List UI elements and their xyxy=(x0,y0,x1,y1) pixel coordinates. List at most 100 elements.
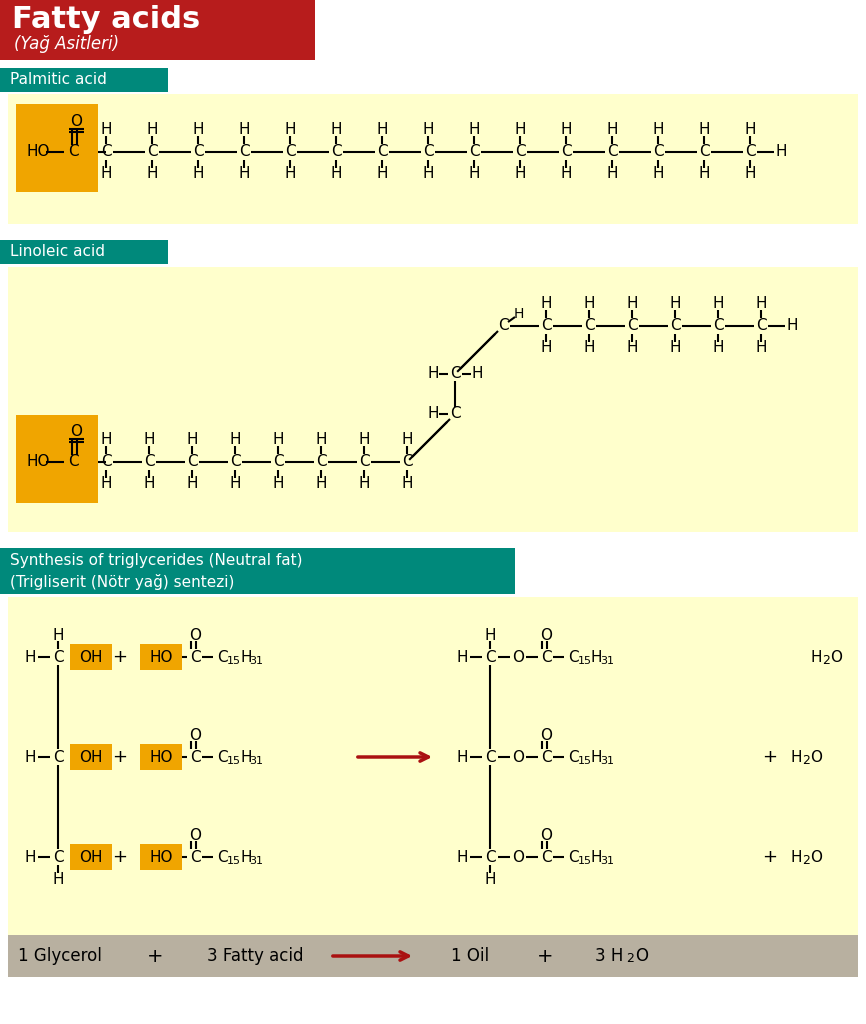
Text: C: C xyxy=(239,144,249,160)
Text: O: O xyxy=(540,628,552,642)
Text: H: H xyxy=(238,123,249,137)
Text: H: H xyxy=(560,123,572,137)
Text: C: C xyxy=(485,750,495,765)
Text: 2: 2 xyxy=(626,952,634,966)
Text: H: H xyxy=(315,476,326,492)
Text: C: C xyxy=(359,455,369,469)
Text: C: C xyxy=(190,750,200,765)
Text: C: C xyxy=(53,649,63,665)
Text: +: + xyxy=(762,748,778,766)
Text: H: H xyxy=(712,297,724,311)
Text: Synthesis of triglycerides (Neutral fat): Synthesis of triglycerides (Neutral fat) xyxy=(10,554,302,568)
Text: 15: 15 xyxy=(227,756,241,766)
Text: H: H xyxy=(229,432,241,447)
Text: H: H xyxy=(514,123,526,137)
Bar xyxy=(140,644,182,670)
Text: H: H xyxy=(240,850,251,864)
Text: +: + xyxy=(113,648,127,666)
Text: H: H xyxy=(591,649,603,665)
Text: H: H xyxy=(192,167,204,181)
Text: H: H xyxy=(423,123,434,137)
Text: C: C xyxy=(144,455,154,469)
Text: H: H xyxy=(469,167,480,181)
Bar xyxy=(70,744,112,770)
Text: O: O xyxy=(70,115,82,129)
Text: C: C xyxy=(713,318,723,334)
Text: H: H xyxy=(272,432,284,447)
Text: 31: 31 xyxy=(600,756,614,766)
Text: H: H xyxy=(591,850,603,864)
Text: H: H xyxy=(652,167,663,181)
Bar xyxy=(16,104,98,193)
Text: H: H xyxy=(606,123,617,137)
Text: H: H xyxy=(401,432,413,447)
Text: C: C xyxy=(568,750,578,765)
Text: 31: 31 xyxy=(249,856,263,866)
Text: C: C xyxy=(53,750,63,765)
Text: 31: 31 xyxy=(249,756,263,766)
Text: H: H xyxy=(484,628,495,642)
Text: H: H xyxy=(100,167,112,181)
Text: 3 Fatty acid: 3 Fatty acid xyxy=(207,947,303,965)
Text: C: C xyxy=(607,144,617,160)
Text: 31: 31 xyxy=(600,856,614,866)
Text: H: H xyxy=(514,167,526,181)
Text: C: C xyxy=(469,144,479,160)
Text: H: H xyxy=(712,341,724,355)
Text: C: C xyxy=(485,649,495,665)
Text: +: + xyxy=(113,748,127,766)
Text: H: H xyxy=(456,649,468,665)
Text: H: H xyxy=(330,167,342,181)
Text: H: H xyxy=(560,167,572,181)
Text: 1 Glycerol: 1 Glycerol xyxy=(18,947,102,965)
Text: H: H xyxy=(469,123,480,137)
Bar xyxy=(8,935,858,977)
Text: 15: 15 xyxy=(578,656,592,666)
Text: +: + xyxy=(146,946,164,966)
Text: O: O xyxy=(189,727,201,742)
Text: Fatty acids: Fatty acids xyxy=(12,5,200,35)
Text: C: C xyxy=(449,367,461,382)
Text: H: H xyxy=(744,167,756,181)
Text: H: H xyxy=(427,367,439,382)
Bar xyxy=(8,597,858,935)
Text: O: O xyxy=(189,628,201,642)
Text: H: H xyxy=(330,123,342,137)
Text: O: O xyxy=(540,827,552,843)
Text: C: C xyxy=(514,144,526,160)
Text: C: C xyxy=(423,144,433,160)
Text: H: H xyxy=(240,649,251,665)
Bar xyxy=(16,415,98,503)
Text: C: C xyxy=(68,455,78,469)
Text: C: C xyxy=(540,318,552,334)
Text: C: C xyxy=(568,850,578,864)
Text: H: H xyxy=(626,297,637,311)
Text: 15: 15 xyxy=(227,656,241,666)
Text: C: C xyxy=(53,850,63,864)
Text: HO: HO xyxy=(149,750,172,765)
Text: 15: 15 xyxy=(578,856,592,866)
Text: H: H xyxy=(240,750,251,765)
Text: H: H xyxy=(376,167,388,181)
Text: H: H xyxy=(427,407,439,422)
Text: C: C xyxy=(229,455,240,469)
Text: C: C xyxy=(316,455,326,469)
Text: H: H xyxy=(540,341,552,355)
Text: OH: OH xyxy=(80,850,103,864)
Text: H: H xyxy=(52,628,64,642)
Text: H: H xyxy=(606,167,617,181)
Text: H: H xyxy=(100,432,112,447)
Text: (Yağ Asitleri): (Yağ Asitleri) xyxy=(14,35,120,53)
Bar xyxy=(0,240,168,264)
Text: C: C xyxy=(217,750,228,765)
Text: 2: 2 xyxy=(802,854,810,867)
Text: C: C xyxy=(540,649,552,665)
Text: 15: 15 xyxy=(227,856,241,866)
Text: H: H xyxy=(359,476,370,492)
Text: H: H xyxy=(669,297,681,311)
Text: C: C xyxy=(669,318,681,334)
Bar xyxy=(0,548,515,594)
Text: H: H xyxy=(456,850,468,864)
Text: H: H xyxy=(652,123,663,137)
Text: H: H xyxy=(591,750,603,765)
